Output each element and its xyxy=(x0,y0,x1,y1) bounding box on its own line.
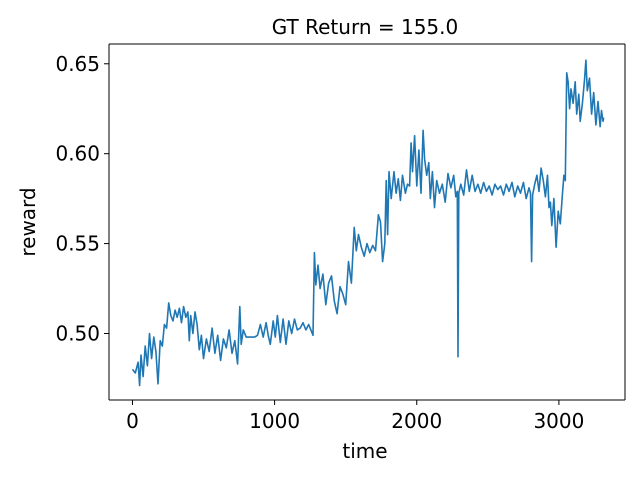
axes-frame xyxy=(108,43,626,401)
y-axis-label: reward xyxy=(16,187,40,256)
series-line xyxy=(131,59,605,387)
x-tick-label: 3000 xyxy=(533,409,584,433)
x-axis-label: time xyxy=(342,439,387,463)
plot-area xyxy=(109,44,625,400)
x-tick-label: 0 xyxy=(126,409,139,433)
y-axis: 0.50 0.55 0.60 0.65 xyxy=(55,52,109,345)
x-axis: 0 1000 2000 3000 xyxy=(126,400,584,433)
x-tick-label: 1000 xyxy=(249,409,300,433)
chart-title: GT Return = 155.0 xyxy=(272,15,458,39)
x-tick-label: 2000 xyxy=(391,409,442,433)
y-tick-label: 0.55 xyxy=(55,232,100,256)
y-tick-label: 0.60 xyxy=(55,142,100,166)
y-tick-label: 0.50 xyxy=(55,321,100,345)
y-tick-label: 0.65 xyxy=(55,52,100,76)
